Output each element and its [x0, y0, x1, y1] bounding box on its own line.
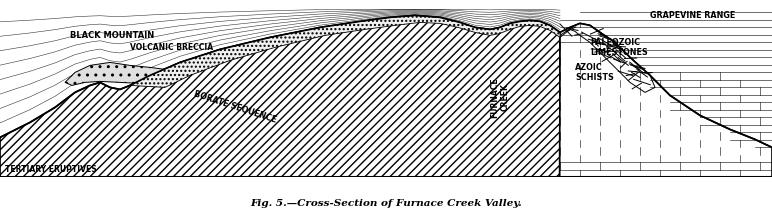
Text: AZOIC
SCHISTS: AZOIC SCHISTS — [575, 63, 614, 82]
Text: BLACK MOUNTAIN: BLACK MOUNTAIN — [70, 31, 154, 40]
Text: Fig. 5.—Cross-Section of Furnace Creek Valley.: Fig. 5.—Cross-Section of Furnace Creek V… — [250, 199, 522, 208]
Polygon shape — [560, 23, 772, 177]
Text: VOLCANIC BRECCIA: VOLCANIC BRECCIA — [130, 43, 213, 52]
Text: TERTIARY ERUPTIVES: TERTIARY ERUPTIVES — [5, 165, 96, 174]
Text: GRAPEVINE RANGE: GRAPEVINE RANGE — [650, 11, 735, 20]
Text: BORATE SEQUENCE: BORATE SEQUENCE — [192, 90, 277, 125]
Polygon shape — [560, 23, 655, 92]
Text: FURNACE
CREEK: FURNACE CREEK — [490, 77, 510, 118]
Polygon shape — [0, 15, 560, 177]
Text: PALEOZOIC
LIMESTONES: PALEOZOIC LIMESTONES — [590, 38, 648, 57]
Polygon shape — [130, 15, 560, 87]
Polygon shape — [65, 62, 180, 85]
